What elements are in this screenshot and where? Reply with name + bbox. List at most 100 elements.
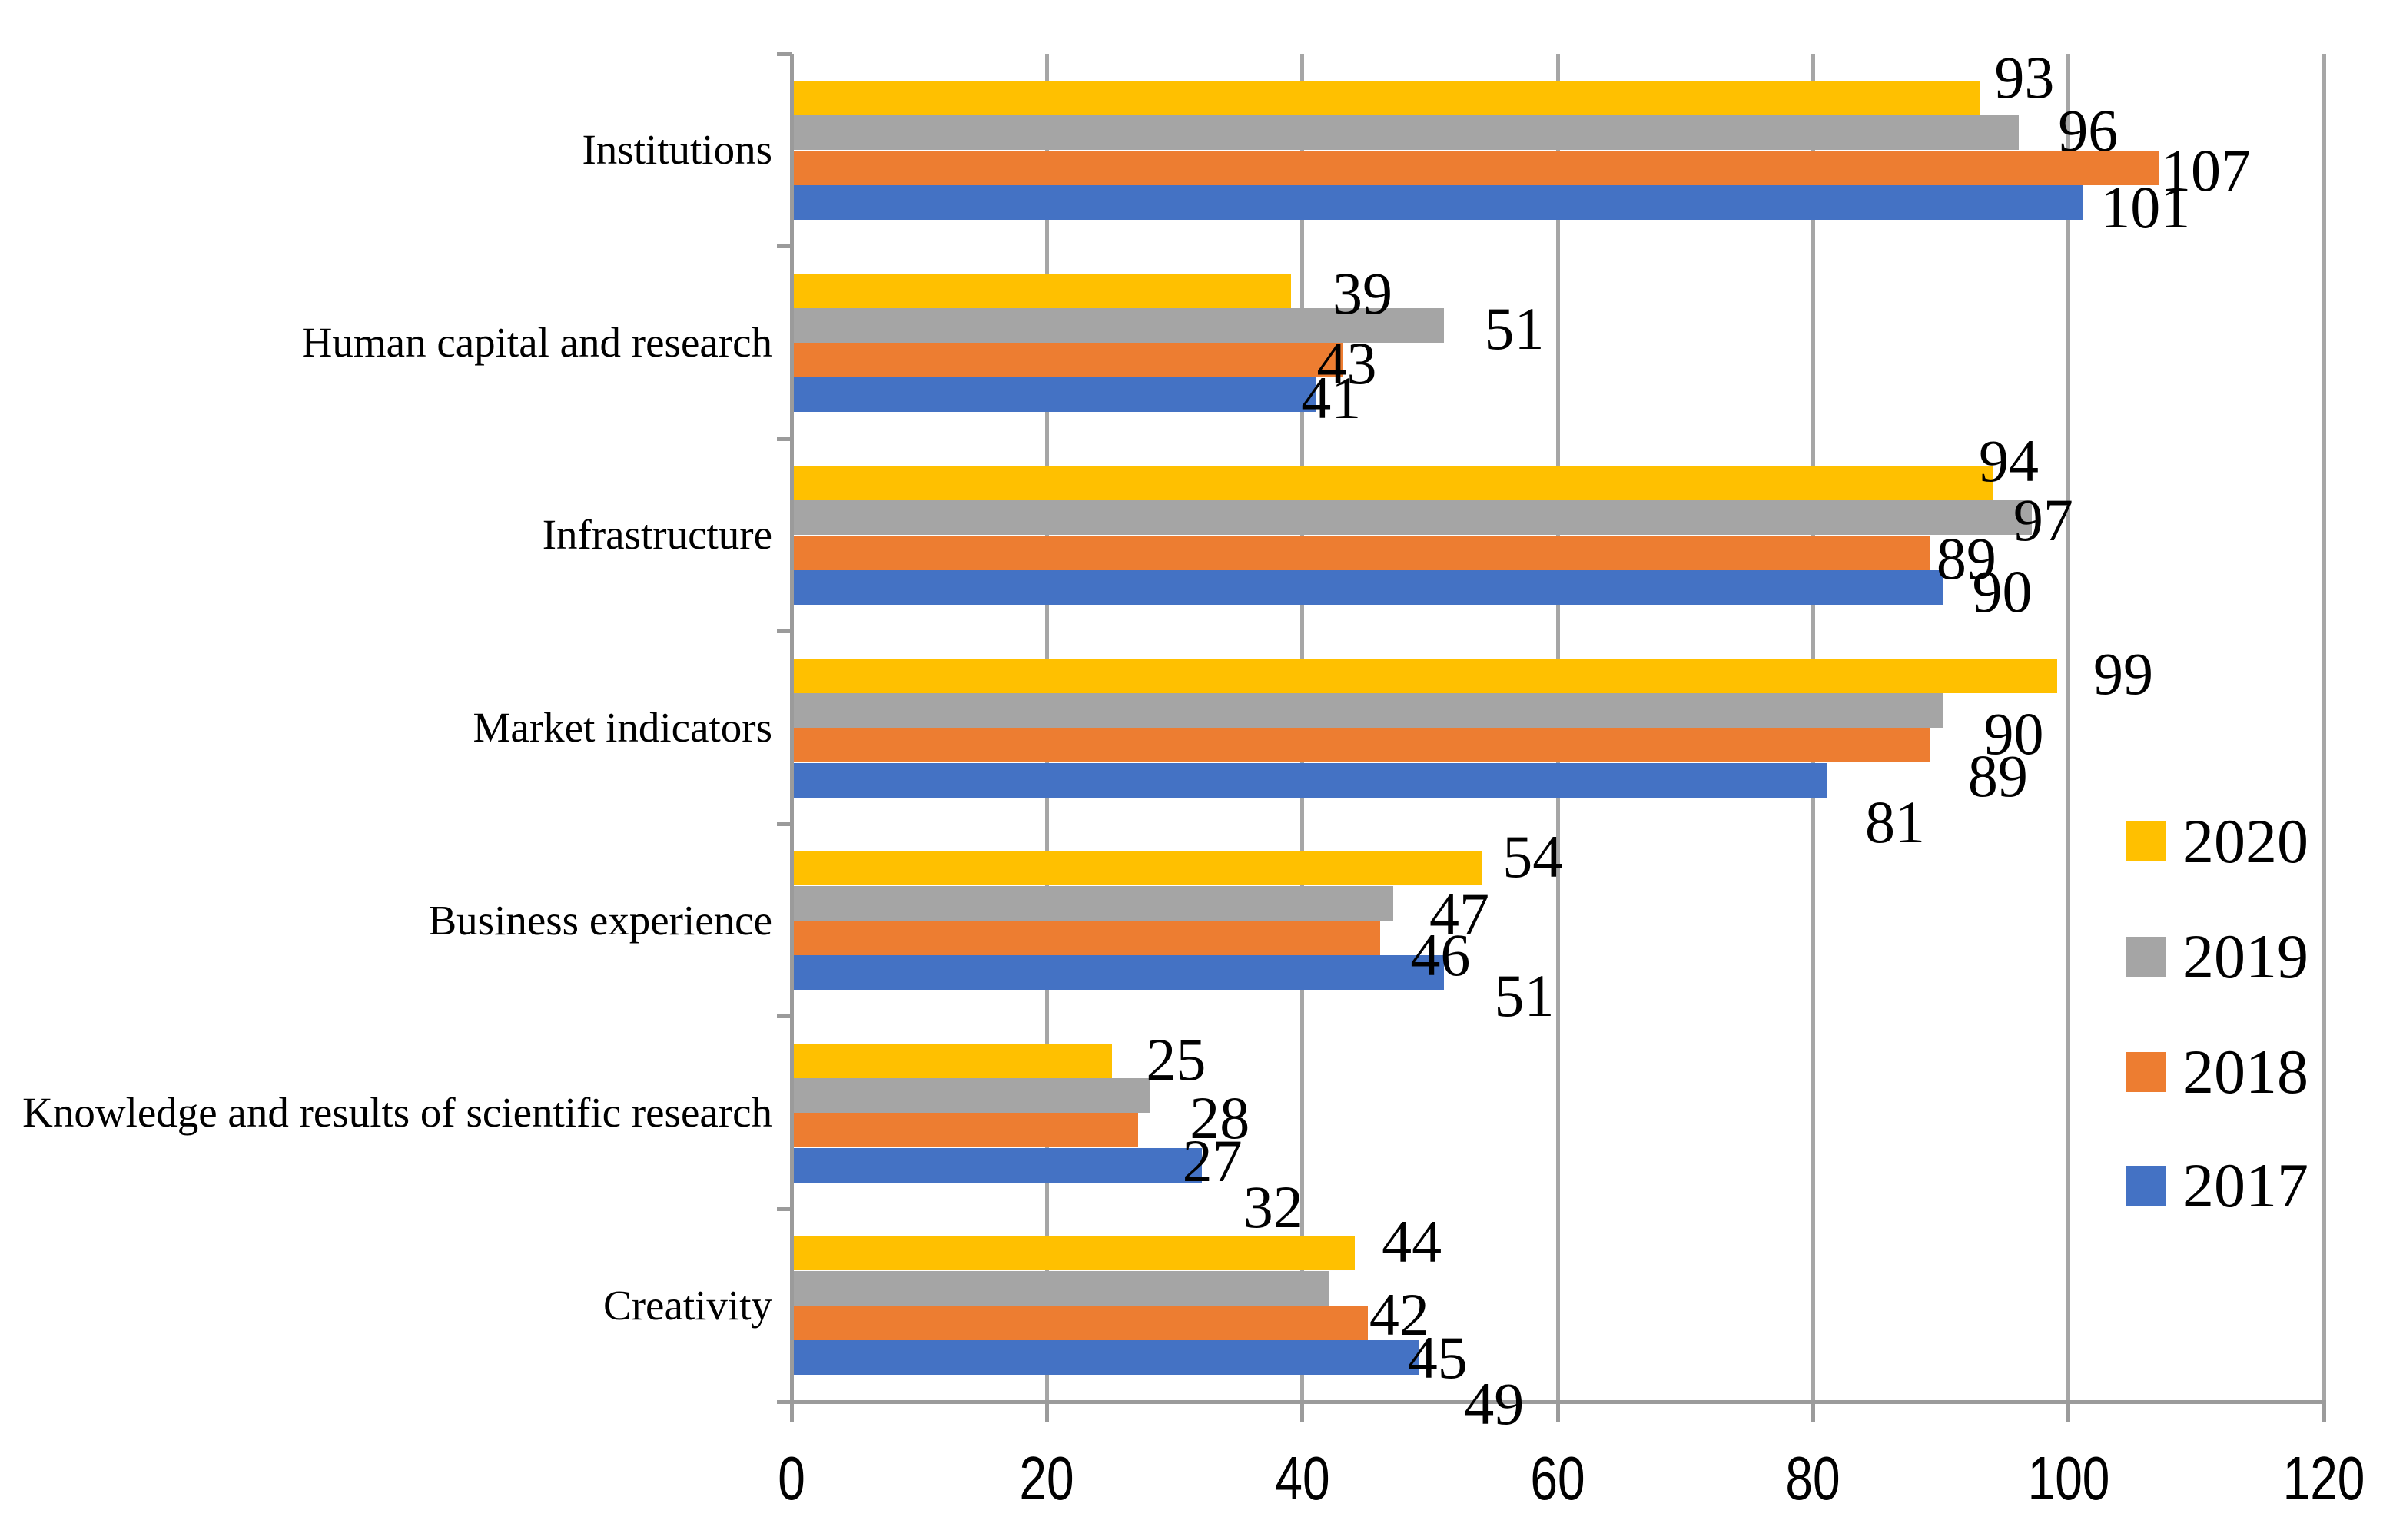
value-axis-label-0: 0 — [778, 1444, 805, 1512]
data-label-2019-6: 42 — [1369, 1281, 1429, 1349]
bar-2017-human-capital-and-research — [792, 377, 1317, 413]
bar-2019-institutions — [792, 115, 2020, 151]
bar-2019-knowledge-and-results-of-scientific-research — [792, 1078, 1151, 1114]
category-axis-tick-6 — [777, 1206, 792, 1211]
value-axis-label-100: 100 — [2027, 1444, 2110, 1512]
legend-swatch-2017 — [2126, 1166, 2166, 1206]
category-axis-line — [789, 54, 794, 1404]
legend-label-2019: 2019 — [2182, 921, 2308, 991]
value-axis-tick-80 — [1811, 1402, 1815, 1422]
bar-2017-business-experience — [792, 955, 1445, 991]
category-axis-tick-0 — [777, 51, 792, 56]
data-label-2017-2: 90 — [1972, 557, 2033, 625]
bar-2020-infrastructure — [792, 466, 1993, 501]
data-label-2019-1: 51 — [1484, 294, 1545, 362]
data-label-2018-6: 45 — [1407, 1323, 1468, 1391]
value-axis-tick-20 — [1044, 1402, 1049, 1422]
value-axis-label-40: 40 — [1275, 1444, 1330, 1512]
data-label-2018-2: 89 — [1936, 525, 1996, 592]
bar-2017-institutions — [792, 184, 2083, 220]
category-label-market-indicators: Market indicators — [473, 704, 772, 751]
category-axis-tick-4 — [777, 821, 792, 826]
data-label-2020-5: 25 — [1146, 1025, 1206, 1093]
bar-2020-knowledge-and-results-of-scientific-research — [792, 1043, 1113, 1078]
data-label-2020-3: 99 — [2093, 640, 2154, 708]
gridline-40 — [1300, 54, 1305, 1402]
data-label-2017-4: 51 — [1494, 961, 1555, 1029]
data-label-2018-4: 46 — [1410, 921, 1471, 988]
category-label-business-experience: Business experience — [428, 896, 773, 944]
value-axis-tick-0 — [789, 1402, 794, 1422]
bar-2020-creativity — [792, 1236, 1356, 1271]
data-label-2017-1: 41 — [1301, 364, 1362, 432]
category-axis-tick-1 — [777, 244, 792, 249]
gridline-100 — [2066, 54, 2071, 1402]
bar-2019-human-capital-and-research — [792, 307, 1445, 343]
bar-2017-market-indicators — [792, 762, 1827, 798]
category-label-human-capital-and-research: Human capital and research — [301, 318, 772, 366]
gridline-20 — [1044, 54, 1049, 1402]
data-label-2020-4: 54 — [1502, 822, 1563, 890]
value-axis-label-60: 60 — [1530, 1444, 1585, 1512]
category-label-institutions: Institutions — [582, 126, 772, 174]
data-label-2017-0: 101 — [2100, 173, 2191, 241]
data-label-2019-2: 97 — [2013, 486, 2073, 554]
data-label-2018-1: 43 — [1316, 329, 1377, 397]
data-label-2019-0: 96 — [2058, 96, 2119, 164]
bar-2018-institutions — [792, 150, 2159, 185]
category-axis-tick-3 — [777, 629, 792, 634]
bar-2018-human-capital-and-research — [792, 343, 1343, 378]
bar-2020-market-indicators — [792, 658, 2058, 693]
data-label-2017-5: 32 — [1243, 1173, 1303, 1241]
data-label-2019-4: 47 — [1429, 881, 1489, 948]
value-axis-tick-60 — [1555, 1402, 1560, 1422]
data-label-2020-2: 94 — [1978, 426, 2039, 494]
data-label-2018-5: 27 — [1182, 1127, 1243, 1195]
value-axis-label-20: 20 — [1019, 1444, 1074, 1512]
data-label-2017-3: 81 — [1864, 788, 1925, 856]
bar-2019-market-indicators — [792, 693, 1943, 728]
category-axis-tick-7 — [777, 1399, 792, 1404]
bar-2020-business-experience — [792, 851, 1483, 886]
category-label-creativity: Creativity — [603, 1281, 772, 1329]
category-axis-tick-5 — [777, 1014, 792, 1019]
bar-2017-infrastructure — [792, 570, 1943, 606]
bar-2019-infrastructure — [792, 500, 2032, 536]
bar-2018-infrastructure — [792, 535, 1930, 570]
category-label-infrastructure: Infrastructure — [542, 511, 772, 559]
gridline-120 — [2322, 54, 2326, 1402]
value-axis-label-120: 120 — [2282, 1444, 2365, 1512]
data-label-2019-5: 28 — [1190, 1084, 1250, 1151]
legend-label-2018: 2018 — [2182, 1037, 2308, 1107]
value-axis-tick-100 — [2066, 1402, 2071, 1422]
gridline-60 — [1555, 54, 1560, 1402]
legend-swatch-2019 — [2126, 937, 2166, 977]
data-label-2020-0: 93 — [1994, 43, 2055, 111]
data-label-2019-3: 90 — [1983, 699, 2044, 767]
bar-2020-human-capital-and-research — [792, 273, 1292, 308]
data-label-2020-6: 44 — [1382, 1208, 1442, 1276]
bar-2018-creativity — [792, 1306, 1368, 1341]
category-label-knowledge-and-results-of-scientific-research: Knowledge and results of scientific rese… — [22, 1089, 772, 1137]
bar-2019-creativity — [792, 1270, 1329, 1306]
bar-2019-business-experience — [792, 885, 1393, 921]
value-axis-label-80: 80 — [1785, 1444, 1840, 1512]
value-axis-tick-120 — [2322, 1402, 2326, 1422]
bar-2018-market-indicators — [792, 728, 1930, 763]
category-axis-tick-2 — [777, 436, 792, 441]
bar-2017-creativity — [792, 1340, 1419, 1376]
data-label-2017-6: 49 — [1464, 1369, 1525, 1437]
value-axis-tick-40 — [1300, 1402, 1305, 1422]
bar-2018-business-experience — [792, 920, 1381, 955]
bar-2020-institutions — [792, 81, 1981, 115]
gridline-80 — [1811, 54, 1815, 1402]
value-axis-line — [777, 1399, 2326, 1404]
data-label-2020-1: 39 — [1333, 260, 1393, 327]
legend-label-2020: 2020 — [2182, 806, 2308, 876]
legend-swatch-2020 — [2126, 821, 2166, 861]
data-label-2018-0: 107 — [2160, 137, 2251, 204]
bar-2017-knowledge-and-results-of-scientific-research — [792, 1147, 1202, 1183]
bar-2018-knowledge-and-results-of-scientific-research — [792, 1113, 1138, 1148]
data-label-2018-3: 89 — [1967, 742, 2028, 809]
